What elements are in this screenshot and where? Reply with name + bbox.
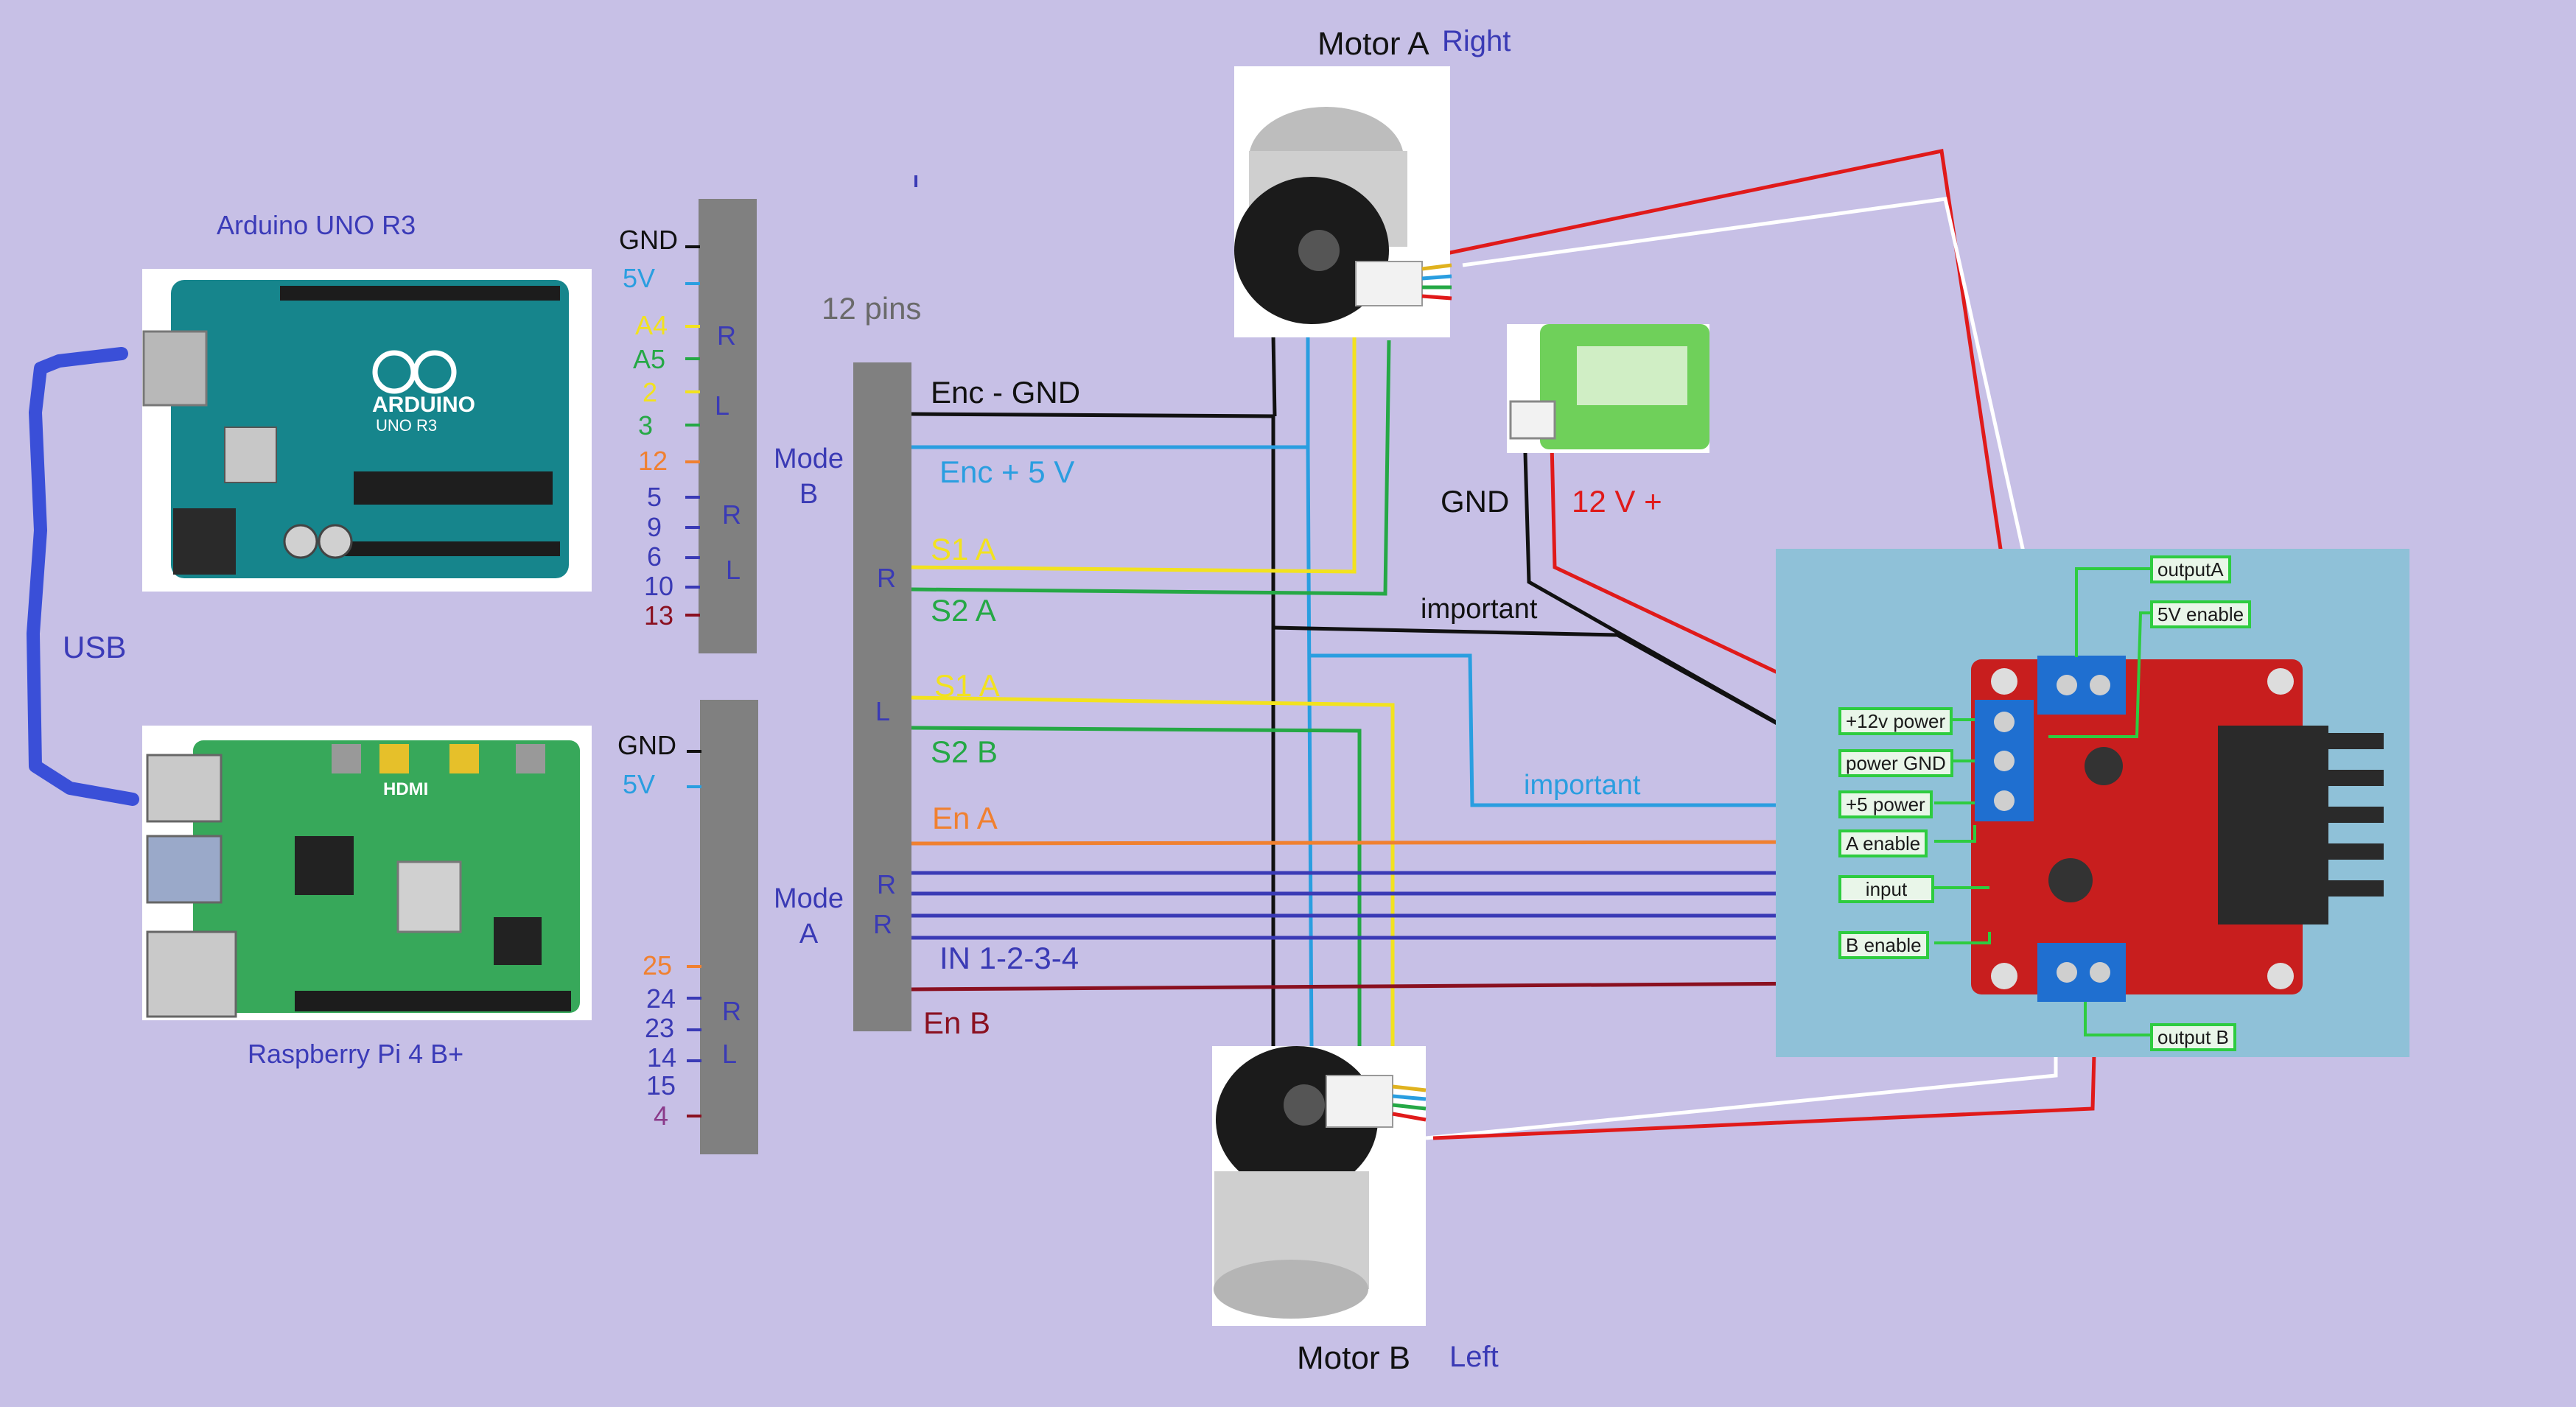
driver-label-power-gnd: power GND (1838, 749, 1953, 777)
pi-pin-4: 4 (654, 1101, 669, 1131)
arduino-side-l2: L (726, 555, 741, 585)
connector-r1: R (877, 563, 896, 593)
driver-label-b-enable: B enable (1838, 931, 1929, 959)
arduino-pin-5: 5 (647, 482, 662, 512)
pi-pin-24: 24 (646, 983, 676, 1014)
arduino-model-silkscreen: UNO R3 (376, 416, 438, 435)
wire-label-s1a-right: S1 A (931, 532, 996, 566)
pi-pin-25: 25 (643, 950, 673, 980)
wire-label-s1a-left: S1 A (934, 668, 1000, 703)
driver-label-5v-power: +5 power (1838, 790, 1933, 818)
usb-label: USB (63, 630, 127, 664)
driver-label-output-b: output B (2150, 1023, 2236, 1051)
connector-bar (853, 362, 911, 1031)
arduino-gnd-label: GND (619, 225, 678, 255)
arduino-pin-13: 13 (644, 600, 674, 631)
wire-label-en-b: En B (923, 1006, 991, 1040)
connector-r2: R (877, 869, 896, 899)
connector-title: 12 pins (822, 291, 922, 326)
important-label-black: important (1421, 594, 1538, 625)
pi-pin-23: 23 (645, 1013, 675, 1043)
arduino-pin-10: 10 (644, 571, 674, 601)
wire-label-enc-gnd: Enc - GND (931, 375, 1081, 410)
pi-header-bar (700, 700, 758, 1154)
arduino-pin-ticks (685, 245, 700, 617)
arduino-pin-a5: A5 (633, 344, 666, 374)
arduino-pin-6: 6 (647, 541, 662, 572)
arduino-side-r2: R (722, 499, 741, 530)
signal-wires (911, 322, 1829, 1047)
driver-label-leaders (1934, 567, 2150, 1036)
battery-leads (1522, 401, 1829, 754)
motor-a-photo (1234, 66, 1452, 337)
pi-title: Raspberry Pi 4 B+ (248, 1039, 464, 1069)
arduino-pin-3: 3 (638, 410, 654, 441)
arduino-5v-label: 5V (623, 263, 656, 293)
connector-l1: L (875, 696, 891, 726)
motor-a-name: Motor A (1317, 26, 1429, 62)
pi-pin-ticks (687, 750, 701, 1117)
connector-r3: R (873, 909, 892, 939)
battery-gnd-label: GND (1441, 484, 1510, 519)
pi-side-r: R (722, 996, 741, 1026)
arduino-title: Arduino UNO R3 (217, 210, 416, 240)
driver-label-a-enable: A enable (1838, 829, 1928, 857)
wire-label-s2a: S2 A (931, 593, 996, 628)
driver-label-12v-power: +12v power (1838, 707, 1953, 735)
arduino-header-bar (699, 199, 757, 653)
wire-label-en-a: En A (932, 801, 998, 835)
pi-gnd-label: GND (617, 730, 676, 760)
mode-b-label: Mode B (774, 443, 844, 510)
wire-label-enc-5v: Enc + 5 V (939, 455, 1075, 489)
arduino-silkscreen: ARDUINO (372, 393, 475, 417)
mode-a-label: Mode A (774, 883, 844, 950)
raspberry-pi-board-photo (142, 726, 592, 1020)
pi-5v-label: 5V (623, 769, 656, 799)
arduino-board-photo (142, 269, 592, 592)
pi-side-l: L (722, 1039, 738, 1069)
arduino-pin-a4: A4 (635, 310, 668, 340)
driver-label-output-a: outputA (2150, 555, 2231, 583)
driver-label-5v-enable: 5V enable (2150, 600, 2252, 628)
wire-label-s2b: S2 B (931, 734, 998, 769)
arduino-pin-12: 12 (638, 446, 668, 476)
wire-label-in-1234: IN 1-2-3-4 (939, 941, 1079, 975)
motor-b-name: Motor B (1297, 1340, 1411, 1376)
motor-b-side: Left (1449, 1341, 1499, 1373)
motor-a-side: Right (1442, 25, 1511, 57)
battery-pack-photo (1507, 324, 1709, 453)
arduino-side-r1: R (717, 320, 736, 351)
motor-b-photo (1212, 1046, 1427, 1326)
arduino-side-l1: L (715, 390, 730, 421)
pi-pin-15: 15 (646, 1070, 676, 1101)
arduino-pin-9: 9 (647, 512, 662, 542)
pi-pin-14: 14 (647, 1042, 677, 1073)
driver-label-input: input (1838, 875, 1934, 903)
usb-cable (27, 347, 139, 806)
battery-12v-label: 12 V + (1572, 484, 1662, 519)
important-label-blue: important (1524, 770, 1641, 801)
pi-hdmi-silkscreen: HDMI (383, 779, 429, 799)
arduino-pin-2: 2 (643, 377, 658, 407)
